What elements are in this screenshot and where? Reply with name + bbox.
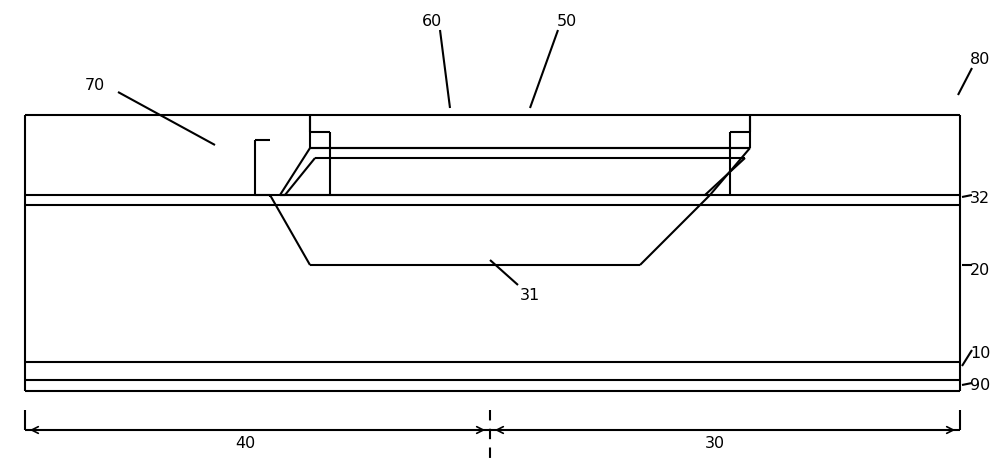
- Text: 31: 31: [520, 288, 540, 302]
- Text: 20: 20: [970, 262, 990, 278]
- Text: 80: 80: [970, 53, 990, 67]
- Text: 70: 70: [85, 77, 105, 93]
- Text: 90: 90: [970, 378, 990, 392]
- Text: 50: 50: [557, 14, 577, 30]
- Text: 40: 40: [235, 436, 255, 450]
- Text: 60: 60: [422, 14, 442, 30]
- Text: 32: 32: [970, 190, 990, 206]
- Text: 10: 10: [970, 345, 990, 361]
- Text: 30: 30: [705, 436, 725, 450]
